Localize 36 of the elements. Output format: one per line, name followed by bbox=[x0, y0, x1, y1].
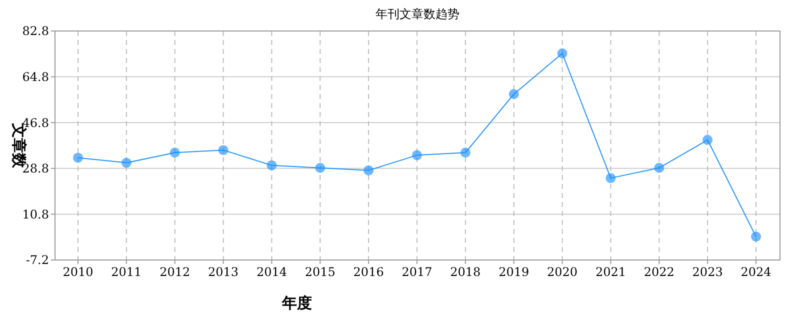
point bbox=[364, 165, 374, 176]
x-tick-label: 2012 bbox=[160, 265, 190, 279]
x-tick-label: 2017 bbox=[402, 265, 432, 279]
x-tick-label: 2018 bbox=[450, 265, 481, 279]
y-tick-label: 64.8 bbox=[22, 70, 49, 84]
point bbox=[654, 162, 664, 173]
point bbox=[508, 89, 519, 100]
point bbox=[218, 145, 228, 156]
point bbox=[266, 160, 277, 170]
point bbox=[315, 162, 326, 173]
point bbox=[751, 232, 761, 242]
x-tick-label: 2023 bbox=[692, 265, 723, 279]
x-tick-label: 2014 bbox=[256, 265, 288, 279]
x-tick-label: 2019 bbox=[498, 265, 530, 279]
point bbox=[412, 150, 422, 160]
chart-title: 年刊文章数趋势 bbox=[376, 7, 460, 21]
y-tick-label: 10.8 bbox=[22, 207, 49, 222]
y-tick-label: 82.8 bbox=[22, 24, 49, 38]
y-tick-label: -7.2 bbox=[26, 253, 49, 268]
point bbox=[460, 148, 470, 158]
point bbox=[606, 173, 616, 184]
x-tick-label: 2024 bbox=[740, 265, 772, 279]
point bbox=[121, 158, 132, 168]
x-tick-label: 2010 bbox=[62, 265, 94, 279]
x-tick-label: 2021 bbox=[595, 265, 626, 279]
x-tick-label: 2016 bbox=[353, 265, 384, 279]
x-tick-label: 2015 bbox=[304, 265, 336, 279]
x-tick-label: 2022 bbox=[644, 265, 674, 279]
x-tick-label: 2013 bbox=[208, 265, 239, 279]
point bbox=[557, 48, 568, 58]
x-tick-label: 2011 bbox=[111, 265, 142, 279]
point bbox=[73, 152, 83, 163]
x-axis-title: 年度 bbox=[281, 294, 312, 312]
x-tick-label: 2020 bbox=[547, 265, 578, 279]
point bbox=[170, 148, 180, 158]
point bbox=[702, 134, 713, 145]
